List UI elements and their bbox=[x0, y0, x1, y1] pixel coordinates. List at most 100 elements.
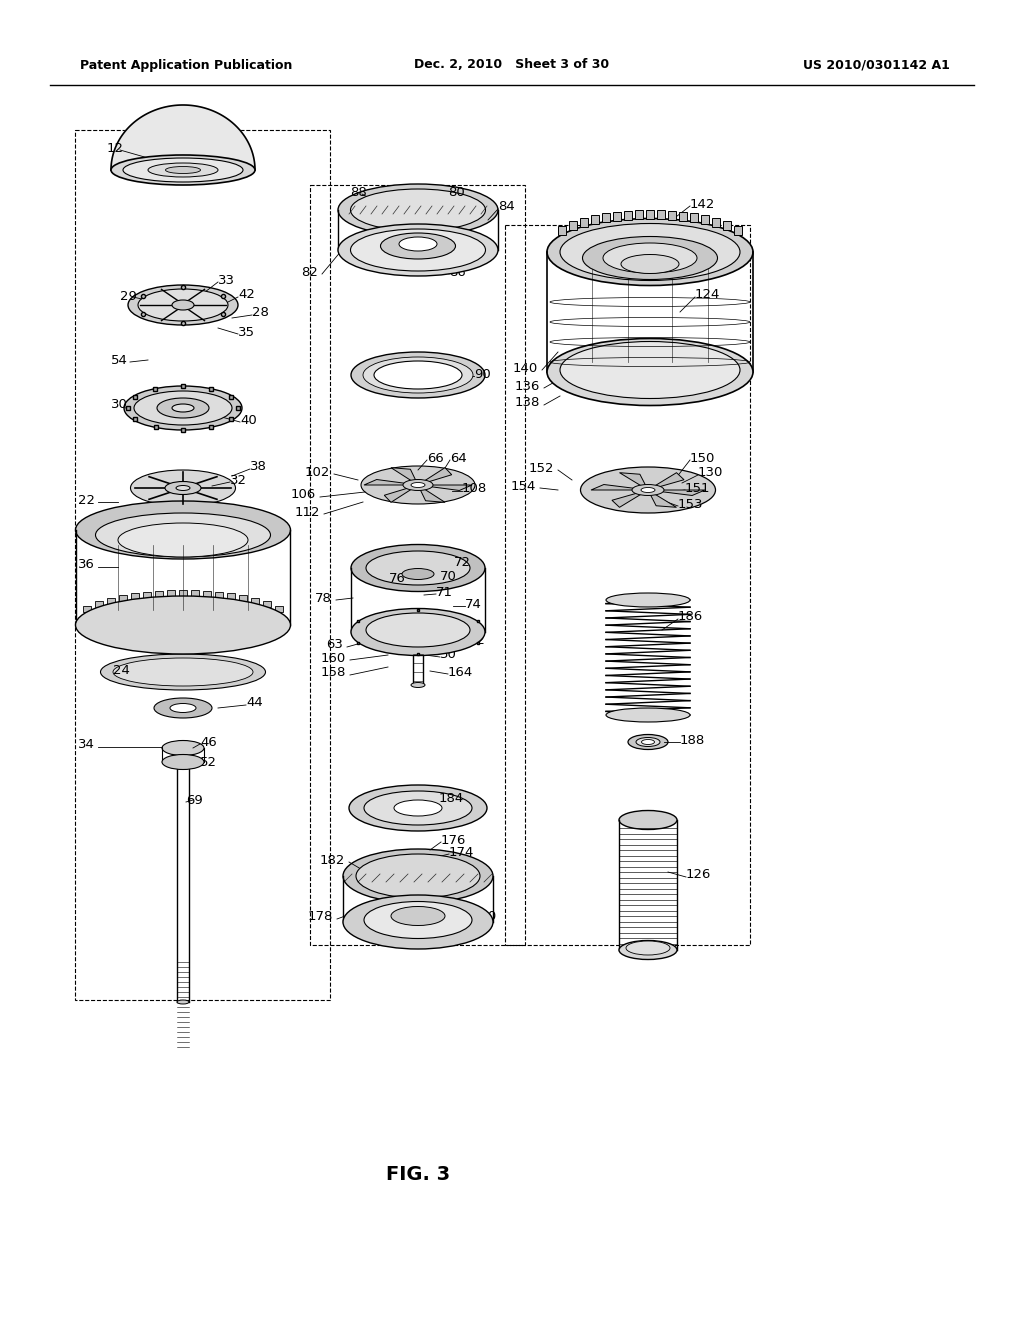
Text: 63: 63 bbox=[326, 639, 343, 652]
Text: 88: 88 bbox=[350, 186, 367, 198]
Ellipse shape bbox=[338, 224, 498, 276]
Text: 140: 140 bbox=[513, 362, 538, 375]
Text: 50: 50 bbox=[440, 648, 457, 661]
Text: 160: 160 bbox=[321, 652, 346, 664]
Bar bbox=[646, 210, 654, 219]
Text: 178: 178 bbox=[307, 911, 333, 924]
Text: 164: 164 bbox=[449, 665, 473, 678]
Ellipse shape bbox=[170, 704, 196, 713]
Text: 22: 22 bbox=[78, 494, 95, 507]
Ellipse shape bbox=[177, 1001, 189, 1005]
Ellipse shape bbox=[364, 791, 472, 825]
Ellipse shape bbox=[356, 854, 480, 898]
Text: 150: 150 bbox=[690, 451, 716, 465]
Text: 86: 86 bbox=[449, 265, 466, 279]
Ellipse shape bbox=[351, 609, 485, 656]
Text: 158: 158 bbox=[321, 667, 346, 680]
Ellipse shape bbox=[76, 502, 291, 558]
Ellipse shape bbox=[166, 166, 201, 173]
Ellipse shape bbox=[411, 483, 425, 487]
Text: 126: 126 bbox=[686, 869, 712, 882]
Ellipse shape bbox=[162, 741, 204, 755]
Text: 78: 78 bbox=[315, 591, 332, 605]
Ellipse shape bbox=[351, 352, 485, 399]
Bar bbox=[668, 211, 676, 219]
Text: 34: 34 bbox=[78, 738, 95, 751]
Ellipse shape bbox=[394, 800, 442, 816]
Ellipse shape bbox=[154, 698, 212, 718]
Ellipse shape bbox=[148, 162, 218, 177]
Ellipse shape bbox=[547, 219, 753, 285]
Text: 134: 134 bbox=[678, 367, 703, 380]
Ellipse shape bbox=[134, 391, 232, 425]
Bar bbox=[227, 593, 234, 599]
Text: 33: 33 bbox=[218, 273, 234, 286]
Text: 152: 152 bbox=[528, 462, 554, 474]
Ellipse shape bbox=[128, 285, 238, 325]
Text: 71: 71 bbox=[436, 586, 453, 598]
Bar bbox=[624, 211, 632, 219]
Bar bbox=[263, 601, 271, 607]
Text: 29: 29 bbox=[120, 289, 137, 302]
Ellipse shape bbox=[111, 154, 255, 185]
Text: 40: 40 bbox=[240, 413, 257, 426]
Ellipse shape bbox=[349, 785, 487, 832]
Ellipse shape bbox=[165, 482, 201, 495]
Ellipse shape bbox=[113, 657, 253, 686]
Ellipse shape bbox=[618, 940, 677, 960]
Text: 72: 72 bbox=[454, 557, 471, 569]
Ellipse shape bbox=[381, 234, 456, 259]
Bar bbox=[106, 598, 115, 603]
Text: 174: 174 bbox=[449, 846, 474, 858]
Bar bbox=[701, 215, 709, 224]
Text: 108: 108 bbox=[462, 483, 487, 495]
Bar bbox=[119, 595, 127, 601]
Bar bbox=[143, 591, 151, 598]
Text: 188: 188 bbox=[680, 734, 706, 747]
Text: 69: 69 bbox=[186, 793, 203, 807]
Ellipse shape bbox=[176, 486, 190, 491]
Text: 112: 112 bbox=[295, 506, 319, 519]
Polygon shape bbox=[391, 467, 418, 484]
Text: 52: 52 bbox=[200, 755, 217, 768]
Text: 64: 64 bbox=[450, 451, 467, 465]
Bar bbox=[591, 215, 599, 224]
Text: 74: 74 bbox=[465, 598, 482, 610]
Ellipse shape bbox=[76, 597, 291, 653]
Ellipse shape bbox=[338, 183, 498, 236]
Ellipse shape bbox=[350, 228, 485, 271]
Ellipse shape bbox=[157, 399, 209, 418]
Ellipse shape bbox=[130, 470, 236, 506]
Polygon shape bbox=[418, 467, 452, 484]
Text: Dec. 2, 2010   Sheet 3 of 30: Dec. 2, 2010 Sheet 3 of 30 bbox=[415, 58, 609, 71]
Bar bbox=[275, 606, 283, 612]
Ellipse shape bbox=[636, 738, 660, 747]
Text: 46: 46 bbox=[200, 735, 217, 748]
Text: 54: 54 bbox=[112, 354, 128, 367]
Ellipse shape bbox=[547, 338, 753, 405]
Text: 136: 136 bbox=[515, 380, 540, 392]
Ellipse shape bbox=[95, 513, 270, 557]
Bar bbox=[613, 211, 621, 220]
Ellipse shape bbox=[162, 755, 204, 770]
Ellipse shape bbox=[583, 236, 718, 280]
Polygon shape bbox=[111, 106, 255, 170]
Ellipse shape bbox=[606, 593, 690, 607]
Bar bbox=[569, 220, 577, 230]
Text: US 2010/0301142 A1: US 2010/0301142 A1 bbox=[803, 58, 950, 71]
Ellipse shape bbox=[366, 612, 470, 647]
Bar bbox=[505, 224, 750, 945]
Ellipse shape bbox=[123, 158, 243, 182]
Text: 130: 130 bbox=[698, 466, 723, 479]
Bar bbox=[558, 226, 566, 235]
Text: 144: 144 bbox=[670, 242, 695, 255]
Text: 12: 12 bbox=[106, 141, 124, 154]
Bar bbox=[203, 591, 211, 597]
Text: 82: 82 bbox=[301, 265, 318, 279]
Bar bbox=[155, 591, 163, 597]
Text: 32: 32 bbox=[230, 474, 247, 487]
Ellipse shape bbox=[560, 342, 740, 399]
Ellipse shape bbox=[628, 734, 668, 750]
Polygon shape bbox=[418, 484, 445, 503]
Bar bbox=[679, 211, 687, 220]
